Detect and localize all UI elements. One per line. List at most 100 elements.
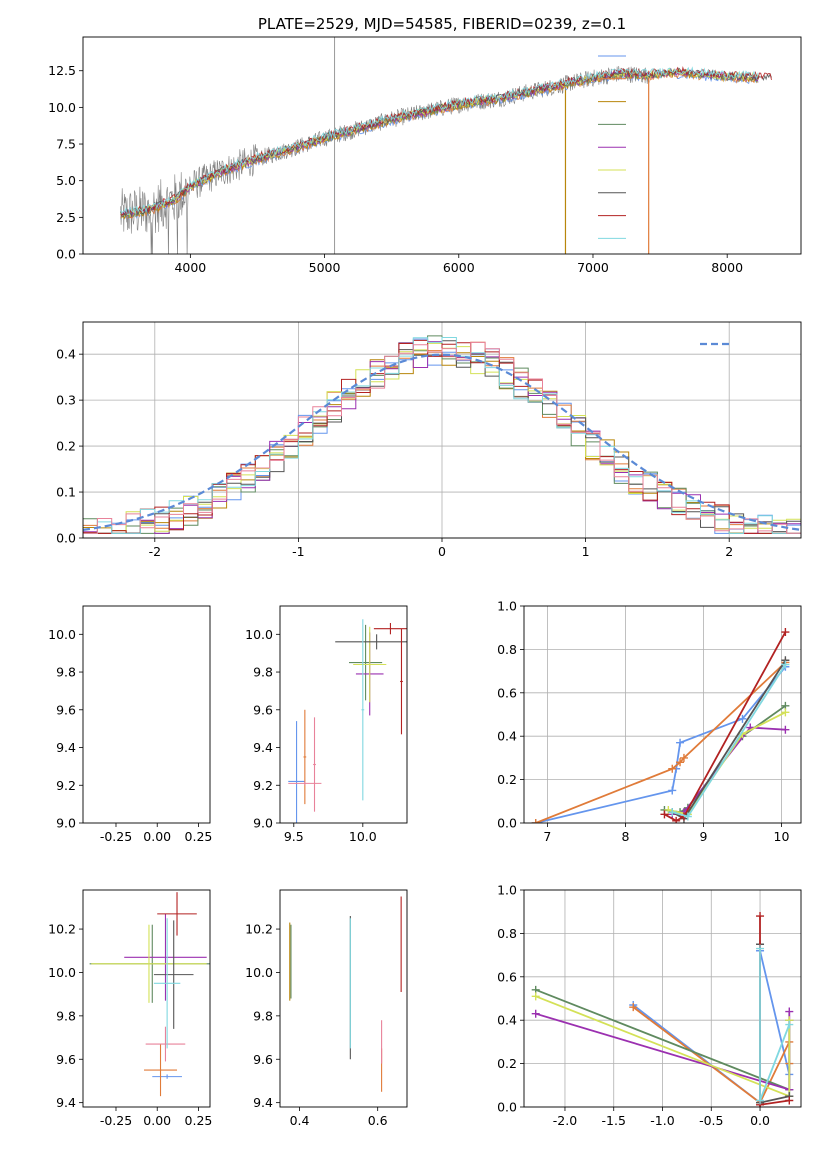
mass-vs-Z-axes-frame [82, 889, 211, 1108]
weight-marker [672, 816, 681, 823]
model-spectrum-line [120, 67, 759, 218]
model-spectrum-line [120, 71, 759, 221]
weight-marker [785, 1020, 794, 1029]
mass-vs-Z-ytick-label: 9.8 [56, 1008, 76, 1023]
spectrum-xtick-label: 5000 [309, 260, 341, 275]
weight-marker [531, 992, 540, 1001]
age-vs-mass-axes-frame [279, 605, 408, 824]
weight-marker [781, 708, 790, 717]
model-spectrum-line [120, 69, 759, 219]
age-vs-mass-ytick-label: 9.0 [253, 816, 273, 831]
spectrum-xtick-label: 8000 [711, 260, 743, 275]
mass-vs-EBV-axes-frame [279, 889, 408, 1108]
weight-vs-age-xtick-label: 8 [621, 829, 629, 844]
age-vs-mass-xtick-label: 9.5 [284, 829, 304, 844]
mass-vs-Z-ytick-label: 10.0 [48, 965, 76, 980]
observed-spectrum-line [120, 65, 650, 254]
weight-marker [676, 758, 685, 767]
age-vs-Z-ytick-label: 9.0 [56, 816, 76, 831]
weight-marker [781, 660, 790, 669]
weight-line [668, 711, 786, 816]
weight-marker [629, 1003, 638, 1012]
age-vs-Z-xtick-label: 0.00 [143, 829, 171, 844]
mass-vs-Z-xtick-label: -0.25 [100, 1113, 132, 1128]
weight-vs-Z-plot-area [531, 912, 794, 1107]
weight-vs-Z-ytick-label: 0.4 [497, 1013, 517, 1028]
age-vs-Z-ytick-label: 9.6 [56, 702, 76, 717]
weight-line [535, 666, 787, 823]
mass-vs-EBV-ytick-label: 10.2 [245, 922, 273, 937]
weight-vs-age-ytick-label: 0.4 [497, 729, 517, 744]
age-vs-Z-ytick-label: 9.4 [56, 740, 76, 755]
residuals-xtick-label: 1 [582, 544, 590, 559]
model-spectrum-line [120, 66, 759, 216]
residuals-ytick-label: 0.4 [56, 347, 76, 362]
weight-vs-Z-axes-frame [523, 889, 802, 1108]
residuals-axes-frame [82, 321, 802, 539]
spectrum-xtick-label: 7000 [577, 260, 609, 275]
residuals-plot-area [83, 335, 801, 538]
spectrum-plot-area [120, 37, 772, 254]
weight-vs-Z-ytick-label: 0.0 [497, 1100, 517, 1115]
weight-line [535, 661, 787, 823]
residuals-xtick-label: -2 [149, 544, 161, 559]
weight-vs-Z-xtick-label: -0.5 [699, 1113, 723, 1128]
spectrum-ytick-label: 0.0 [56, 247, 76, 262]
mass-vs-Z-xtick-label: 0.25 [185, 1113, 213, 1128]
mass-vs-Z-xtick-label: 0.00 [143, 1113, 171, 1128]
weight-marker [781, 725, 790, 734]
weight-marker [676, 738, 685, 747]
weight-marker [679, 753, 688, 762]
residuals-ytick-label: 0.1 [56, 485, 76, 500]
weight-vs-Z-xtick-label: 0.0 [750, 1113, 770, 1128]
weight-vs-age-ytick-label: 1.0 [497, 599, 517, 614]
weight-vs-age-ytick-label: 0.6 [497, 685, 517, 700]
weight-vs-age-ytick-label: 0.2 [497, 772, 517, 787]
age-vs-Z-xtick-label: -0.25 [100, 829, 132, 844]
weight-marker [531, 819, 540, 823]
age-vs-Z-ytick-label: 9.2 [56, 778, 76, 793]
model-spectrum-line [120, 67, 772, 218]
gaussian-curve [83, 353, 801, 531]
mass-vs-EBV-ytick-label: 10.0 [245, 965, 273, 980]
weight-marker [668, 786, 677, 795]
residuals-xtick-label: -1 [292, 544, 304, 559]
mass-vs-Z-ytick-label: 9.6 [56, 1052, 76, 1067]
mass-vs-EBV-plot-area [289, 896, 402, 1092]
mass-vs-Z-ytick-label: 9.4 [56, 1095, 76, 1110]
spectrum-title: PLATE=2529, MJD=54585, FIBERID=0239, z=0… [258, 15, 626, 33]
weight-vs-age-plot-area [531, 628, 790, 823]
weight-line [664, 631, 787, 822]
spectrum-ytick-label: 10.0 [48, 100, 76, 115]
weight-vs-Z-ytick-label: 0.8 [497, 926, 517, 941]
spectrum-xtick-label: 6000 [443, 260, 475, 275]
weight-vs-Z-ytick-label: 1.0 [497, 883, 517, 898]
weight-marker [683, 812, 692, 821]
weight-vs-age-xtick-label: 7 [543, 829, 551, 844]
spectrum-xtick-label: 4000 [174, 260, 206, 275]
weight-vs-Z-ytick-label: 0.6 [497, 969, 517, 984]
residuals-ytick-label: 0.2 [56, 439, 76, 454]
age-vs-Z-plot-area [90, 621, 215, 810]
residuals-xtick-label: 2 [725, 544, 733, 559]
age-vs-Z-xtick-label: 0.25 [185, 829, 213, 844]
weight-marker [738, 714, 747, 723]
age-vs-Z-axes-frame [82, 605, 211, 824]
residuals-ytick-label: 0.3 [56, 393, 76, 408]
weight-marker [668, 764, 677, 773]
mass-vs-EBV-ytick-label: 9.6 [253, 1052, 273, 1067]
spectrum-ytick-label: 2.5 [56, 210, 76, 225]
spectrum-axes-frame [82, 36, 802, 255]
weight-line [672, 726, 786, 816]
model-spectrum-line [120, 65, 772, 216]
age-vs-Z-ytick-label: 10.0 [48, 627, 76, 642]
residuals-ytick-label: 0.0 [56, 531, 76, 546]
age-vs-mass-ytick-label: 9.6 [253, 702, 273, 717]
age-vs-mass-plot-area [288, 619, 407, 823]
weight-vs-Z-xtick-label: -1.0 [650, 1113, 674, 1128]
weight-marker [785, 1096, 794, 1105]
model-spectrum-line [120, 67, 759, 219]
weight-marker [756, 912, 765, 921]
age-vs-Z-ytick-label: 9.8 [56, 665, 76, 680]
